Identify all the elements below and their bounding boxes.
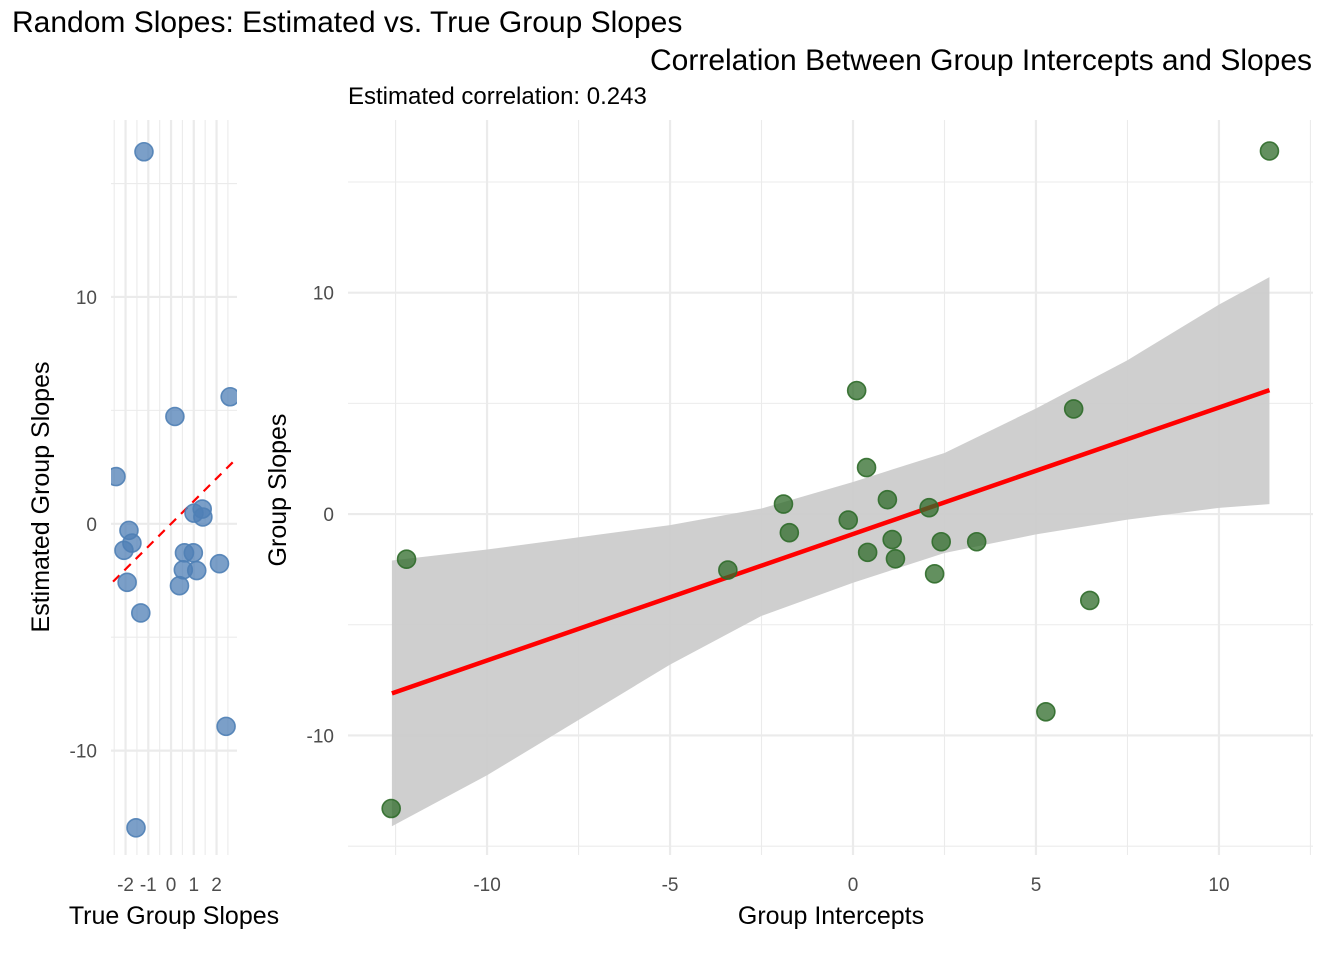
left-x-tick-label: 1 (188, 875, 199, 896)
left-y-tick-label: 10 (76, 288, 97, 309)
right-data-point (924, 564, 945, 584)
right-confidence-band-group (391, 277, 1270, 827)
right-x-tick-label: -10 (473, 875, 500, 896)
right-data-point (856, 457, 877, 478)
right-data-point (396, 549, 417, 570)
right-data-point (919, 497, 939, 518)
right-chart-title: Correlation Between Group Intercepts and… (650, 44, 1312, 77)
right-data-point (877, 489, 898, 510)
left-x-tick-label: 0 (166, 875, 177, 896)
left-x-tick-label: -1 (140, 875, 157, 896)
right-y-axis-title: Group Slopes (264, 414, 292, 567)
left-data-point (165, 406, 185, 427)
right-data-point (857, 542, 878, 563)
right-data-point (882, 529, 902, 550)
left-x-tick-label: 2 (211, 875, 222, 896)
right-data-point (838, 510, 859, 530)
right-data-point (718, 560, 738, 580)
right-y-tick-label: -10 (307, 726, 334, 747)
left-data-point (130, 603, 151, 623)
right-panel: -10 -5 0 5 10 -10 0 10 Group Intercepts Group … (264, 120, 1313, 930)
right-x-tick-label: -5 (662, 875, 679, 896)
right-x-tick-labels: -10 -5 0 5 10 (473, 875, 1229, 896)
left-data-point (114, 540, 134, 561)
left-y-axis-title: Estimated Group Slopes (27, 362, 55, 633)
left-data-point (193, 507, 213, 527)
left-gridlines (111, 120, 237, 855)
right-data-point (1063, 399, 1084, 419)
right-x-tick-label: 10 (1208, 875, 1229, 896)
regression-line (391, 387, 1271, 696)
right-data-point (1259, 141, 1280, 161)
right-x-tick-label: 5 (1031, 875, 1042, 896)
left-data-point (216, 716, 236, 737)
confidence-band (391, 277, 1270, 827)
left-data-point (117, 572, 137, 593)
left-data-point (183, 543, 204, 563)
left-x-tick-labels: -2 -1 0 1 2 (117, 875, 222, 896)
right-x-axis-title: Group Intercepts (738, 902, 924, 930)
left-data-point (134, 141, 154, 162)
left-data-point (169, 575, 190, 596)
left-points (111, 141, 237, 838)
right-y-tick-label: 0 (323, 505, 334, 526)
left-data-point (220, 386, 237, 407)
right-data-point (966, 531, 987, 552)
left-data-point (111, 466, 126, 487)
left-x-tick-label: -2 (117, 875, 134, 896)
left-y-tick-label: -10 (70, 742, 97, 763)
identity-reference-line (112, 457, 237, 583)
right-data-point (931, 531, 951, 552)
left-data-point (126, 817, 146, 838)
right-data-point (381, 798, 401, 819)
right-data-point (1036, 701, 1056, 722)
left-y-tick-labels: -10 0 10 (70, 288, 97, 763)
left-reference-line-group (112, 457, 237, 583)
left-y-tick-label: 0 (86, 515, 97, 536)
left-chart-title: Random Slopes: Estimated vs. True Group … (12, 6, 682, 39)
right-data-point (773, 494, 794, 514)
right-x-tick-label: 0 (848, 875, 859, 896)
right-data-point (1079, 590, 1100, 611)
left-data-point (209, 553, 230, 574)
right-points (381, 141, 1280, 819)
right-y-tick-label: 10 (313, 284, 334, 305)
right-y-tick-labels: -10 0 10 (307, 284, 334, 748)
right-data-point (846, 380, 867, 401)
right-chart-subtitle: Estimated correlation: 0.243 (348, 83, 647, 110)
right-fit-line-group (391, 387, 1271, 696)
right-data-point (885, 548, 906, 569)
left-data-point (186, 560, 207, 581)
left-x-axis-title: True Group Slopes (69, 902, 279, 930)
right-data-point (779, 522, 800, 543)
